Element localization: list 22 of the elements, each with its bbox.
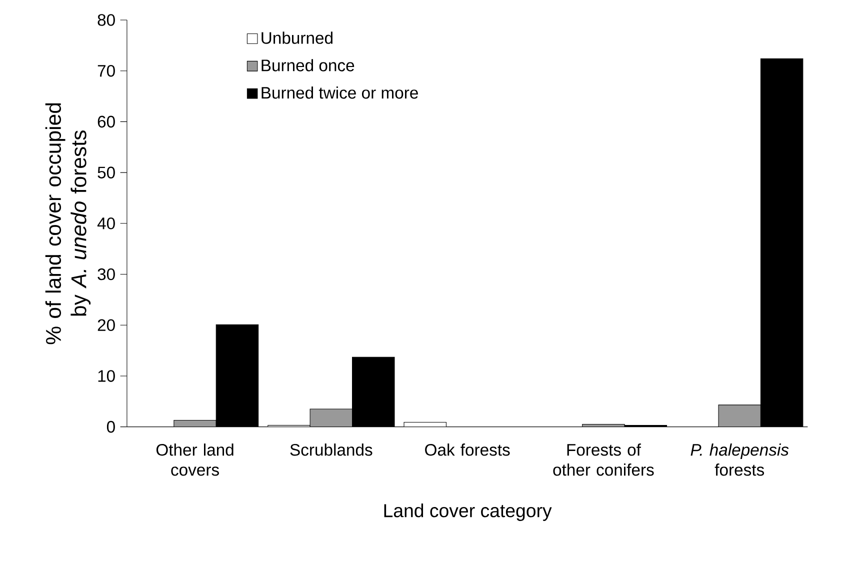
y-tick-label: 60 <box>98 116 115 128</box>
legend-label: Burned once <box>262 59 354 72</box>
bar <box>174 420 216 427</box>
y-tick-label: 70 <box>98 65 115 77</box>
legend-label: Unburned <box>262 32 332 44</box>
y-tick-label: 40 <box>97 218 115 230</box>
x-tick-label: Scrublands <box>290 444 372 456</box>
y-tick-label: 10 <box>98 370 115 382</box>
x-tick-label: P. halepensis forests <box>690 444 789 476</box>
y-tick-label: 50 <box>98 166 115 179</box>
bar <box>404 422 446 427</box>
y-tick-label: 80 <box>98 14 115 26</box>
x-tick-label: Forests of other conifers <box>553 444 654 476</box>
legend-label: Burned twice or more <box>262 86 418 99</box>
x-tick-label: Other land covers <box>156 444 234 476</box>
x-axis-title: Land cover category <box>384 504 552 522</box>
y-tick-label: 20 <box>98 319 115 332</box>
y-tick-label: 0 <box>106 421 115 433</box>
bar <box>310 409 352 427</box>
y-tick-label: 30 <box>98 268 115 280</box>
bar <box>718 404 761 427</box>
x-tick-label: Oak forests <box>425 444 510 456</box>
